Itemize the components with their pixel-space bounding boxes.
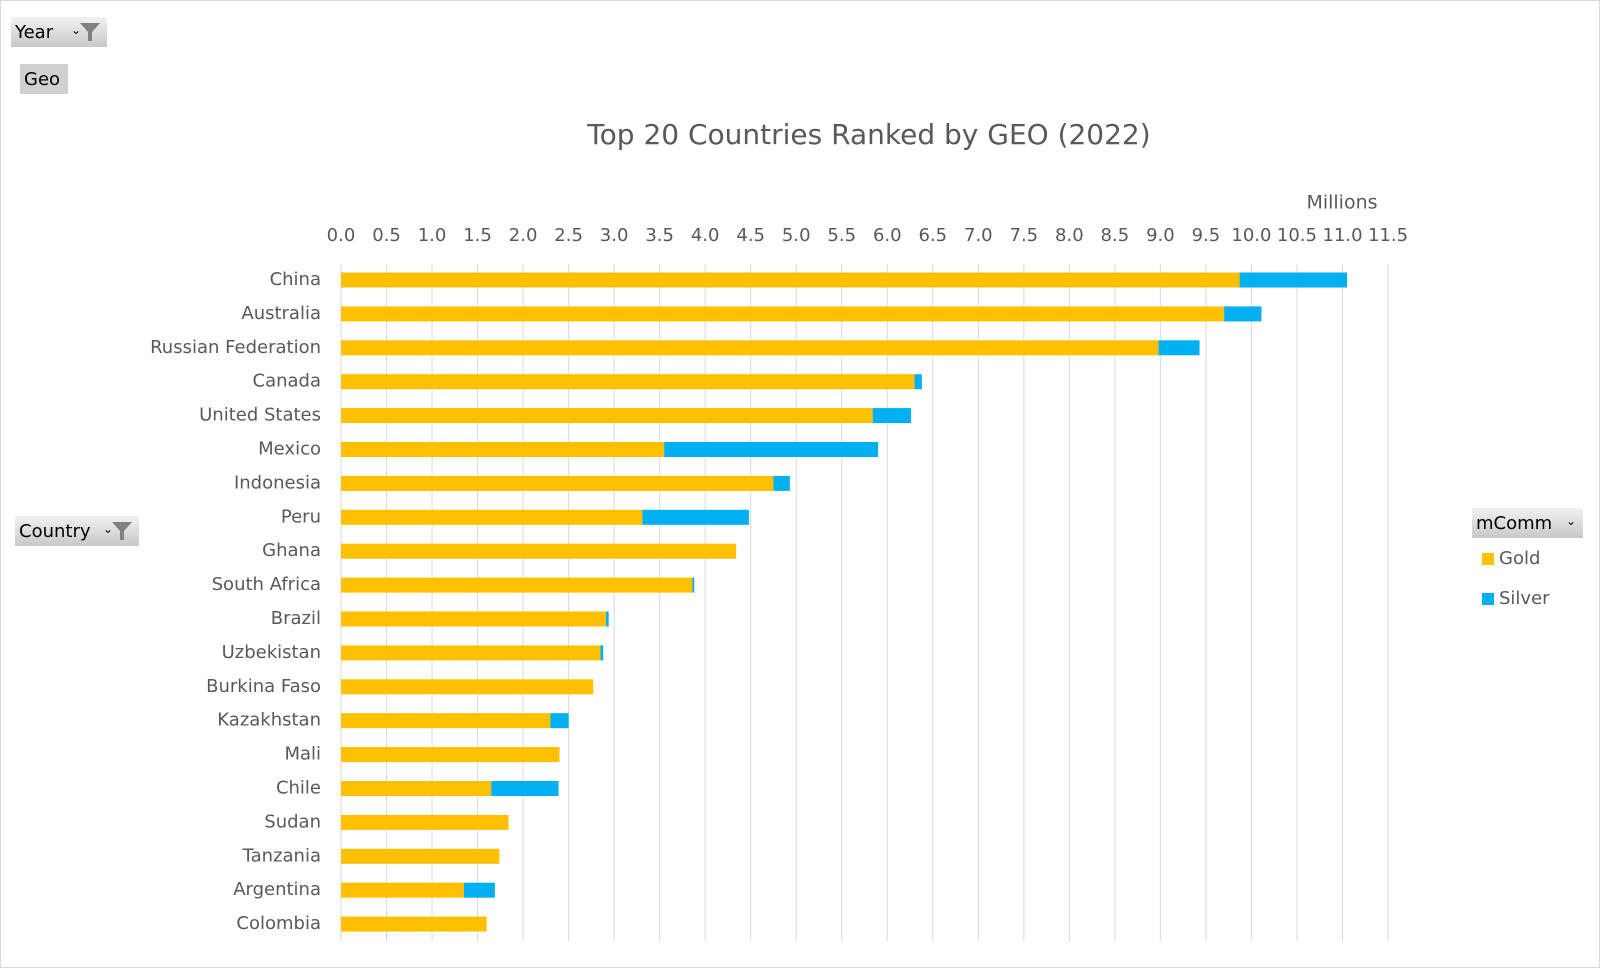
bar-segment xyxy=(463,882,495,898)
x-tick-label: 3.0 xyxy=(600,225,629,246)
y-tick-label: Chile xyxy=(276,778,321,799)
filter-icon xyxy=(80,23,100,41)
x-tick-label: 6.5 xyxy=(918,225,947,246)
x-tick-label: 8.0 xyxy=(1055,225,1084,246)
bar-segment xyxy=(341,814,509,830)
y-tick-label: Mali xyxy=(284,744,321,765)
chart-title: Top 20 Countries Ranked by GEO (2022) xyxy=(586,118,1150,151)
bar-segment xyxy=(341,916,487,932)
button-label: Geo xyxy=(24,68,61,90)
x-tick-label: 1.0 xyxy=(418,225,447,246)
bar-segment xyxy=(341,374,915,390)
y-tick-label: Brazil xyxy=(271,608,321,629)
bar-segment xyxy=(642,509,749,525)
y-tick-label: Burkina Faso xyxy=(206,676,321,697)
legend-filter[interactable]: mComm ⌄ xyxy=(1472,508,1583,538)
x-tick-label: 0.5 xyxy=(372,225,401,246)
y-tick-label: Sudan xyxy=(264,811,321,832)
bar-segment xyxy=(341,272,1240,288)
bar-segment xyxy=(664,442,879,457)
y-tick-label: Argentina xyxy=(233,879,321,900)
bar-segment xyxy=(341,747,560,763)
bar-segment xyxy=(872,408,911,424)
y-tick-label: Ghana xyxy=(262,540,321,561)
x-tick-label: 10.5 xyxy=(1277,225,1317,246)
country-filter[interactable]: Country ⌄ xyxy=(15,516,139,546)
x-tick-label: 9.5 xyxy=(1192,225,1221,246)
y-tick-label: Uzbekistan xyxy=(222,642,321,663)
x-tick-label: 7.0 xyxy=(964,225,993,246)
legend-label: Gold xyxy=(1499,548,1540,569)
x-tick-label: 0.0 xyxy=(327,225,356,246)
y-tick-label: Mexico xyxy=(258,439,321,460)
legend-swatch xyxy=(1482,593,1494,605)
y-tick-label: Tanzania xyxy=(242,845,321,866)
bar-segment xyxy=(341,340,1159,356)
bar-segment xyxy=(341,306,1225,322)
x-tick-label: 2.5 xyxy=(554,225,583,246)
year-filter[interactable]: Year ⌄ xyxy=(11,17,107,47)
bar-segment xyxy=(341,475,774,491)
x-tick-label: 5.0 xyxy=(782,225,811,246)
x-tick-label: 4.5 xyxy=(736,225,765,246)
bar-segment xyxy=(341,408,873,424)
x-tick-label: 10.0 xyxy=(1231,225,1271,246)
x-tick-label: 3.5 xyxy=(645,225,674,246)
button-label: Year xyxy=(15,21,54,43)
x-tick-label: 11.0 xyxy=(1322,225,1362,246)
bar-segment xyxy=(341,848,500,864)
bar-segment xyxy=(605,611,609,627)
bar-segment xyxy=(341,781,492,796)
x-tick-label: 8.5 xyxy=(1101,225,1130,246)
bar-segment xyxy=(341,882,464,898)
bar-segment xyxy=(1224,306,1262,322)
y-tick-label: South Africa xyxy=(212,574,321,595)
y-tick-label: Indonesia xyxy=(234,472,321,493)
x-tick-label: 4.0 xyxy=(691,225,720,246)
bar-segment xyxy=(692,577,695,593)
x-tick-label: 9.0 xyxy=(1146,225,1175,246)
bar-segment xyxy=(491,781,559,796)
y-tick-label: Kazakhstan xyxy=(217,710,321,731)
values-button[interactable]: Geo xyxy=(20,64,68,94)
bar-segment xyxy=(773,475,790,491)
bar-segment xyxy=(341,442,665,457)
button-label: Country xyxy=(19,520,91,542)
bar-segment xyxy=(341,679,594,695)
y-tick-label: Peru xyxy=(281,506,321,527)
bar-segment xyxy=(550,713,569,729)
legend-label: Silver xyxy=(1499,588,1550,609)
x-tick-label: 1.5 xyxy=(463,225,492,246)
y-tick-label: Canada xyxy=(253,371,322,392)
bar-segment xyxy=(914,374,922,390)
bar-segment xyxy=(341,509,643,525)
x-tick-label: 2.0 xyxy=(509,225,538,246)
bar-segment xyxy=(600,645,604,661)
bar-segment xyxy=(341,611,606,627)
y-tick-label: China xyxy=(270,269,321,290)
bar-segment xyxy=(341,645,601,661)
y-tick-label: Russian Federation xyxy=(150,337,321,358)
bar-segment xyxy=(1239,272,1348,288)
bar-segment xyxy=(341,713,551,729)
y-tick-label: United States xyxy=(199,405,321,426)
y-tick-label: Australia xyxy=(241,303,321,324)
x-tick-label: 6.0 xyxy=(873,225,902,246)
bar-segment xyxy=(341,577,693,593)
filter-icon xyxy=(112,522,132,540)
bar-segment xyxy=(341,543,737,559)
legend-swatch xyxy=(1482,553,1494,565)
button-label: mComm xyxy=(1476,512,1553,534)
x-tick-label: 5.5 xyxy=(827,225,856,246)
y-tick-label: Colombia xyxy=(236,913,321,934)
x-tick-label: 11.5 xyxy=(1368,225,1408,246)
x-tick-label: 7.5 xyxy=(1010,225,1039,246)
axis-unit: Millions xyxy=(1306,192,1377,214)
bar-segment xyxy=(1158,340,1200,356)
